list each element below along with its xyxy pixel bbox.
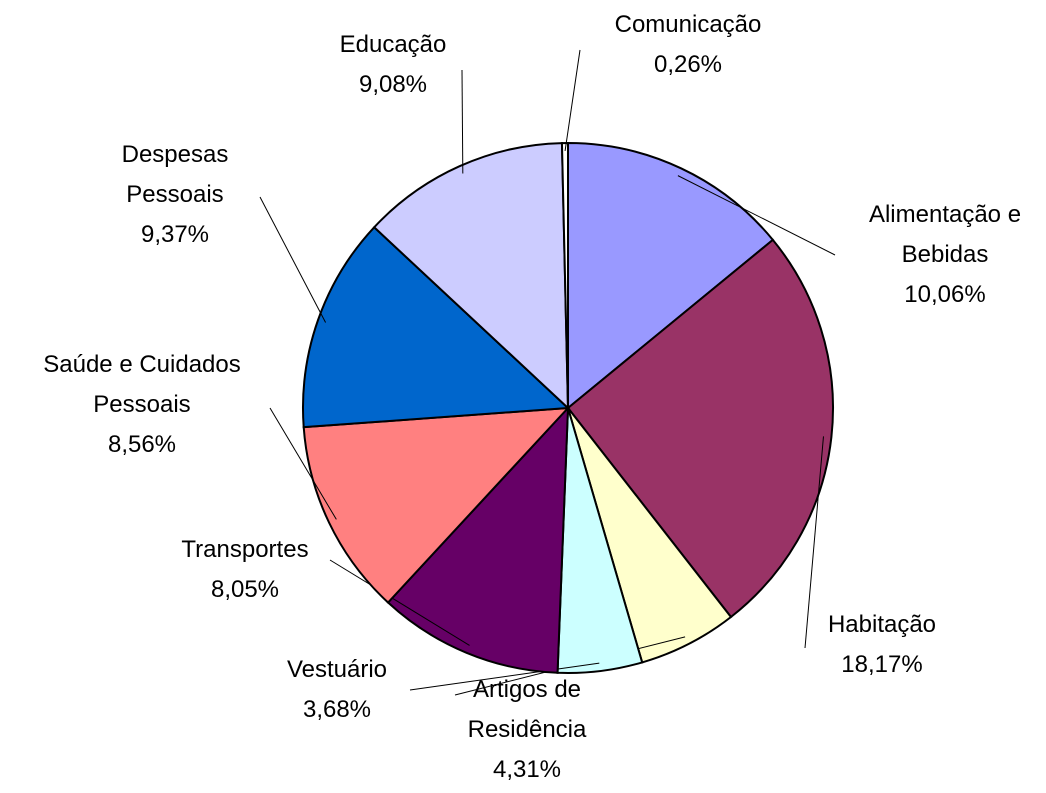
value-label: 10,06%	[904, 281, 986, 308]
data-label: Despesas Pessoais 9,37%	[105, 135, 245, 255]
leader-line	[804, 436, 824, 649]
value-label: 9,37%	[140, 221, 210, 248]
category-label: Alimentação e Bebidas	[868, 201, 1022, 268]
data-label: Habitação 18,17%	[802, 605, 962, 685]
data-label: Artigos de Residência 4,31%	[442, 670, 612, 790]
leader-line	[409, 662, 600, 691]
pie-slice	[372, 142, 570, 411]
pie-slice	[567, 141, 775, 411]
data-label: Saúde e Cuidados Pessoais 8,56%	[17, 345, 267, 465]
value-label: 3,68%	[302, 696, 372, 723]
data-label: Vestuário 3,68%	[262, 650, 412, 730]
data-label: Comunicação 0,26%	[588, 5, 788, 85]
value-label: 4,31%	[492, 756, 562, 783]
category-label: Saúde e Cuidados Pessoais	[43, 351, 241, 418]
leader-line	[329, 559, 470, 646]
leader-line	[677, 175, 836, 256]
pie-slice	[566, 238, 834, 619]
data-label: Alimentação e Bebidas 10,06%	[850, 195, 1040, 315]
data-label: Educação 9,08%	[313, 25, 473, 105]
leader-line	[259, 196, 327, 323]
value-label: 9,08%	[358, 71, 428, 98]
data-label: Transportes 8,05%	[155, 530, 335, 610]
category-label: Artigos de Residência	[467, 676, 587, 743]
pie-slice	[302, 225, 571, 429]
value-label: 8,05%	[210, 576, 280, 603]
category-label: Comunicação	[614, 11, 762, 38]
leader-line	[269, 407, 337, 520]
value-label: 18,17%	[841, 651, 923, 678]
pie-slice	[560, 141, 569, 409]
category-label: Transportes	[181, 536, 309, 563]
category-label: Vestuário	[286, 656, 388, 683]
category-label: Educação	[339, 31, 447, 58]
leader-line	[564, 49, 581, 152]
value-label: 0,26%	[653, 51, 723, 78]
value-label: 8,56%	[107, 431, 177, 458]
pie-slice	[386, 405, 570, 674]
category-label: Habitação	[827, 611, 937, 638]
category-label: Despesas Pessoais	[121, 141, 229, 208]
pie-slice	[302, 406, 571, 604]
leader-line	[461, 69, 464, 174]
